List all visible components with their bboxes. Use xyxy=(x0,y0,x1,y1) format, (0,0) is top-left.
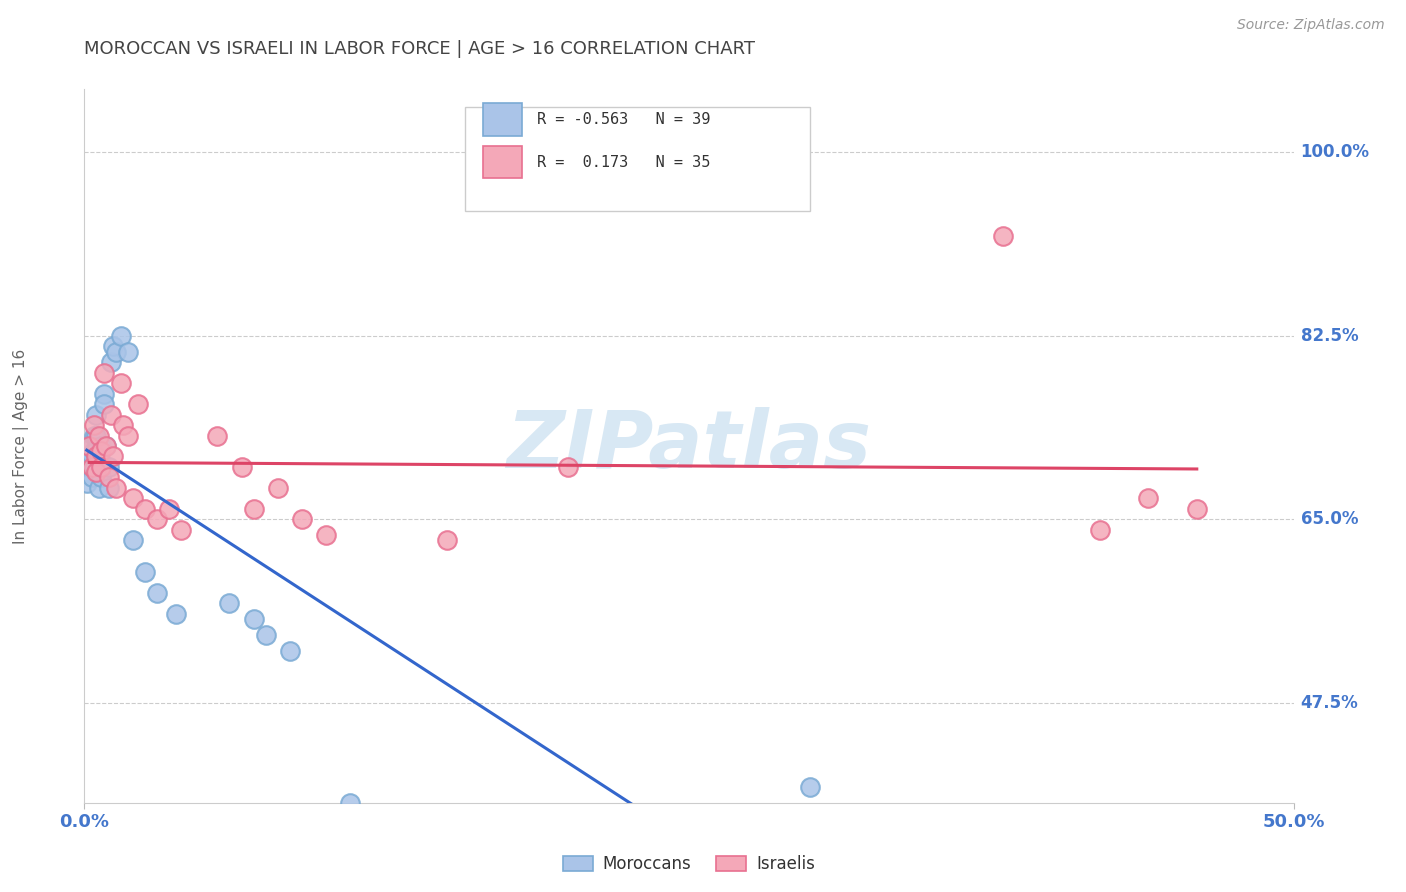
Point xyxy=(165,607,187,621)
FancyBboxPatch shape xyxy=(465,107,810,211)
Point xyxy=(207,428,229,442)
Point xyxy=(231,460,253,475)
Point xyxy=(93,386,115,401)
Point xyxy=(993,229,1015,244)
Point xyxy=(157,502,180,516)
Point xyxy=(110,376,132,390)
Point xyxy=(94,439,117,453)
Point xyxy=(339,796,361,810)
Point xyxy=(86,408,108,422)
Text: ZIPatlas: ZIPatlas xyxy=(506,407,872,485)
Text: R = -0.563   N = 39: R = -0.563 N = 39 xyxy=(537,112,710,127)
FancyBboxPatch shape xyxy=(484,146,522,178)
Point xyxy=(267,481,290,495)
Point xyxy=(242,502,264,516)
Point xyxy=(83,444,105,458)
Point xyxy=(112,417,135,432)
Point xyxy=(77,450,100,464)
Point xyxy=(86,450,108,464)
Point xyxy=(90,439,112,453)
Point xyxy=(254,628,277,642)
Point xyxy=(87,428,110,442)
Point xyxy=(76,475,98,490)
Point xyxy=(103,450,125,464)
Point xyxy=(83,460,105,475)
Text: 100.0%: 100.0% xyxy=(1301,143,1369,161)
Text: Source: ZipAtlas.com: Source: ZipAtlas.com xyxy=(1237,18,1385,32)
Point xyxy=(121,533,143,548)
Point xyxy=(90,455,112,469)
Point xyxy=(110,328,132,343)
Point xyxy=(291,512,314,526)
Point xyxy=(1137,491,1160,506)
Text: R =  0.173   N = 35: R = 0.173 N = 35 xyxy=(537,155,710,169)
Point xyxy=(80,460,103,475)
Point xyxy=(93,366,115,380)
Point xyxy=(100,408,122,422)
Point xyxy=(87,450,110,464)
Point xyxy=(97,481,120,495)
Point xyxy=(218,596,240,610)
Point xyxy=(97,460,120,475)
Point xyxy=(90,460,112,475)
Point xyxy=(90,444,112,458)
Point xyxy=(80,450,103,464)
Point xyxy=(315,528,337,542)
Point xyxy=(80,439,103,453)
Point xyxy=(1185,502,1208,516)
Point xyxy=(86,465,108,479)
Point xyxy=(90,470,112,484)
Point xyxy=(83,417,105,432)
Point xyxy=(278,643,301,657)
Text: 82.5%: 82.5% xyxy=(1301,326,1358,345)
Point xyxy=(117,344,139,359)
Text: 65.0%: 65.0% xyxy=(1301,510,1358,528)
Point xyxy=(93,397,115,411)
Text: In Labor Force | Age > 16: In Labor Force | Age > 16 xyxy=(13,349,30,543)
Point xyxy=(97,470,120,484)
Point xyxy=(146,512,169,526)
Point xyxy=(76,465,98,479)
Point xyxy=(134,565,156,579)
Point xyxy=(83,428,105,442)
Point xyxy=(86,444,108,458)
Point xyxy=(146,586,169,600)
Text: MOROCCAN VS ISRAELI IN LABOR FORCE | AGE > 16 CORRELATION CHART: MOROCCAN VS ISRAELI IN LABOR FORCE | AGE… xyxy=(84,40,755,58)
Point xyxy=(127,397,149,411)
Point xyxy=(134,502,156,516)
Point xyxy=(77,460,100,475)
Point xyxy=(77,439,100,453)
Point xyxy=(104,344,127,359)
Point xyxy=(80,470,103,484)
Point xyxy=(86,428,108,442)
FancyBboxPatch shape xyxy=(484,103,522,136)
Point xyxy=(1088,523,1111,537)
Legend: Moroccans, Israelis: Moroccans, Israelis xyxy=(555,849,823,880)
Point xyxy=(242,612,264,626)
Text: 47.5%: 47.5% xyxy=(1301,694,1358,712)
Point xyxy=(117,428,139,442)
Point xyxy=(557,460,579,475)
Point xyxy=(436,533,458,548)
Point xyxy=(100,355,122,369)
Point xyxy=(87,465,110,479)
Point xyxy=(87,481,110,495)
Point xyxy=(104,481,127,495)
Point xyxy=(121,491,143,506)
Point xyxy=(799,780,821,794)
Point xyxy=(103,339,125,353)
Point xyxy=(94,439,117,453)
Point xyxy=(170,523,193,537)
